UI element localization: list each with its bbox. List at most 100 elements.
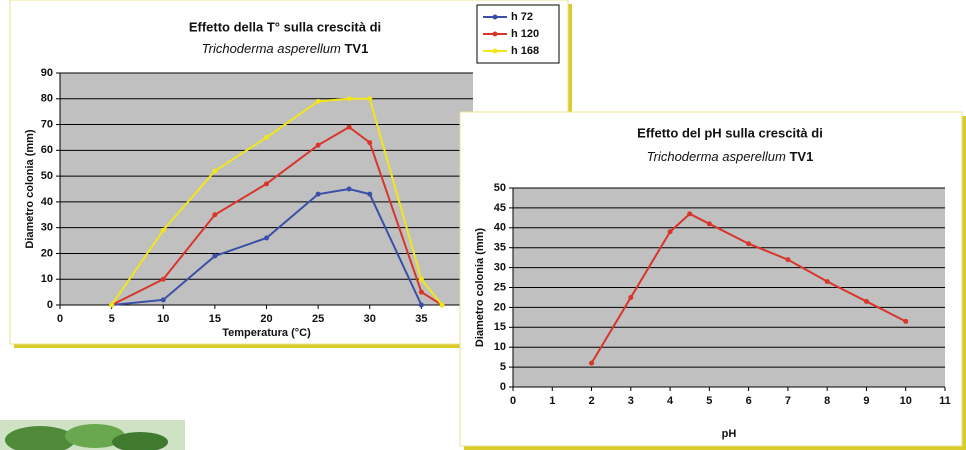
- y-tick-label: 15: [494, 321, 506, 333]
- x-tick-label: 25: [312, 313, 324, 325]
- plot-area: [60, 73, 473, 305]
- plant-photo: [0, 420, 185, 450]
- y-tick-label: 60: [41, 144, 53, 156]
- x-tick-label: 5: [706, 395, 712, 407]
- y-tick-label: 30: [494, 262, 506, 274]
- y-axis-label: Diametro colonia (mm): [24, 129, 36, 249]
- x-tick-label: 10: [157, 313, 169, 325]
- y-tick-label: 45: [494, 202, 506, 214]
- y-tick-label: 50: [41, 170, 53, 182]
- point: [439, 302, 445, 308]
- x-tick-label: 9: [863, 395, 869, 407]
- point: [746, 241, 752, 247]
- x-tick-label: 0: [510, 395, 516, 407]
- y-tick-label: 35: [494, 242, 506, 254]
- title-species: Trichoderma asperellum: [647, 149, 786, 164]
- x-tick-label: 1: [549, 395, 555, 407]
- y-tick-label: 5: [500, 361, 506, 373]
- x-axis-label: pH: [722, 428, 737, 440]
- legend-marker: [492, 48, 498, 54]
- title-species: Trichoderma asperellum: [202, 41, 341, 56]
- point: [160, 297, 166, 303]
- x-tick-label: 20: [260, 313, 272, 325]
- series-line: [111, 187, 423, 306]
- point: [346, 96, 352, 102]
- point: [418, 289, 424, 295]
- point: [212, 253, 218, 259]
- point: [346, 124, 352, 130]
- point: [785, 257, 791, 263]
- legend-label: h 120: [511, 28, 539, 40]
- y-tick-label: 0: [47, 299, 53, 311]
- x-tick-label: 4: [667, 395, 674, 407]
- x-tick-label: 10: [900, 395, 912, 407]
- point: [628, 294, 634, 300]
- x-axis-label: Temperatura (°C): [222, 327, 311, 339]
- legend-marker: [492, 31, 498, 37]
- point: [315, 191, 321, 197]
- point: [264, 181, 269, 187]
- chart-title: Effetto del pH sulla crescità di: [637, 125, 823, 140]
- y-tick-label: 10: [494, 341, 506, 353]
- x-tick-label: 6: [746, 395, 752, 407]
- point: [264, 134, 269, 140]
- point: [315, 142, 321, 148]
- point: [418, 276, 424, 282]
- y-tick-label: 50: [494, 182, 506, 194]
- y-tick-label: 30: [41, 222, 53, 234]
- x-tick-label: 3: [628, 395, 634, 407]
- point: [824, 279, 830, 285]
- point: [109, 302, 115, 308]
- y-tick-label: 70: [41, 118, 53, 130]
- x-tick-label: 8: [824, 395, 830, 407]
- x-tick-label: 30: [364, 313, 376, 325]
- point: [367, 191, 373, 197]
- chart-title: Trichoderma asperellum TV1: [202, 41, 369, 56]
- point: [418, 302, 424, 308]
- point: [160, 276, 166, 282]
- y-tick-label: 20: [41, 247, 53, 259]
- x-tick-label: 15: [209, 313, 221, 325]
- point: [706, 221, 712, 227]
- point: [346, 186, 352, 192]
- y-tick-label: 40: [41, 196, 53, 208]
- point: [667, 229, 673, 235]
- point: [264, 235, 269, 241]
- point: [589, 360, 595, 366]
- point: [212, 212, 218, 218]
- legend-label: h 168: [511, 45, 539, 57]
- legend-marker: [492, 14, 498, 20]
- title-strain: TV1: [344, 41, 368, 56]
- point: [212, 168, 218, 174]
- chart-body: 0 10 20 30 40 50 60 70 80 90 0 5 10 15 20 25 30 35 Effetto…: [24, 4, 560, 339]
- y-tick-label: 40: [494, 222, 506, 234]
- x-tick-label: 5: [109, 313, 115, 325]
- point: [315, 98, 321, 104]
- x-tick-label: 35: [415, 313, 427, 325]
- point: [687, 211, 693, 217]
- y-axis-label: Diametro colonia (mm): [474, 228, 486, 348]
- series-line: [590, 212, 907, 364]
- legend-label: h 72: [511, 11, 533, 23]
- x-tick-label: 11: [939, 395, 951, 407]
- title-strain: TV1: [789, 149, 813, 164]
- x-tick-label: 2: [588, 395, 594, 407]
- y-tick-label: 20: [494, 301, 506, 313]
- y-tick-label: 25: [494, 281, 506, 293]
- x-tick-label: 7: [785, 395, 791, 407]
- chart-title: Effetto della T° sulla crescità di: [189, 19, 381, 34]
- y-tick-label: 80: [41, 93, 53, 105]
- chart-title: Trichoderma asperellum TV1: [647, 149, 814, 164]
- point: [903, 318, 909, 324]
- x-tick-label: 0: [57, 313, 63, 325]
- point: [863, 298, 869, 304]
- y-tick-label: 10: [41, 273, 53, 285]
- point: [160, 227, 166, 233]
- y-tick-label: 0: [500, 381, 506, 393]
- point: [367, 140, 373, 146]
- point: [367, 96, 373, 102]
